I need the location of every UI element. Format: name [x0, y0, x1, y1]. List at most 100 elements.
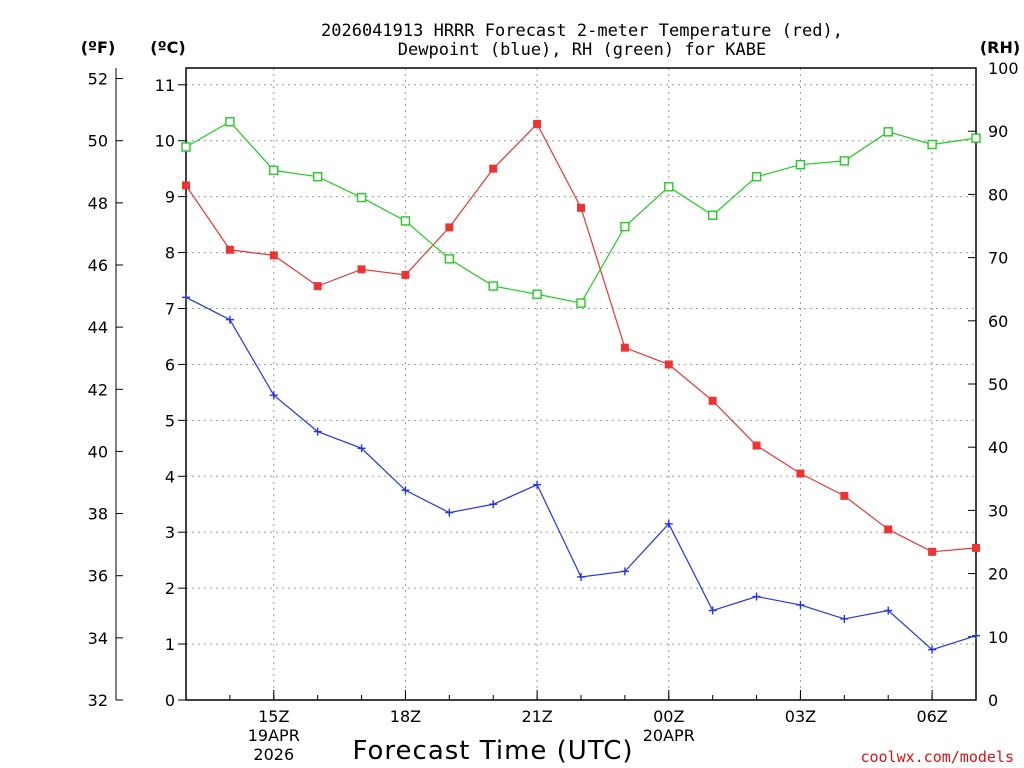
data-point	[972, 631, 980, 640]
grid-lines	[186, 68, 976, 700]
fahrenheit-tick-label: 36	[88, 567, 108, 586]
rh-tick-label: 80	[988, 185, 1008, 204]
x-tick-sublabel: 19APR	[248, 726, 300, 745]
data-point	[269, 391, 278, 400]
celsius-tick-label: 4	[165, 467, 175, 486]
fahrenheit-unit-label: (ºF)	[81, 38, 116, 57]
rh-tick-label: 90	[988, 122, 1008, 141]
data-point	[707, 210, 718, 220]
data-point	[225, 245, 234, 254]
celsius-tick-label: 10	[155, 132, 175, 151]
chart-title: 2026041913 HRRR Forecast 2-meter Tempera…	[321, 21, 843, 60]
series-2-meter-temperature	[182, 119, 980, 556]
x-tick-sublabel: 2026	[253, 745, 294, 764]
data-point	[620, 343, 629, 352]
x-tick-label: 15Z	[258, 707, 289, 726]
rh-tick-label: 50	[988, 375, 1008, 394]
x-axis-label: Forecast Time (UTC)	[352, 736, 633, 766]
chart-axes: 0123456789101132343638404244464850520102…	[88, 59, 1019, 764]
rh-tick-label: 10	[988, 628, 1008, 647]
x-tick-label: 21Z	[521, 707, 552, 726]
rh-unit-label: (RH)	[980, 38, 1020, 57]
data-point	[620, 567, 629, 576]
celsius-tick-label: 9	[165, 188, 175, 207]
data-point	[927, 139, 937, 150]
data-point	[972, 543, 980, 552]
data-point	[269, 251, 278, 260]
data-point	[401, 270, 410, 279]
data-point	[269, 165, 279, 176]
data-point	[708, 396, 717, 405]
x-tick-label: 18Z	[390, 707, 421, 726]
data-point	[577, 572, 585, 581]
celsius-tick-label: 5	[165, 411, 175, 430]
data-point	[225, 315, 234, 324]
x-tick-label: 00Z	[653, 707, 684, 726]
data-point	[664, 360, 673, 369]
data-point	[840, 614, 849, 623]
data-point	[883, 127, 893, 137]
data-point	[225, 117, 235, 127]
series-line	[185, 296, 977, 651]
fahrenheit-tick-label: 32	[88, 691, 108, 710]
series-dewpoint	[182, 293, 980, 654]
data-point	[928, 645, 937, 654]
data-point	[488, 281, 498, 291]
fahrenheit-tick-label: 34	[88, 629, 108, 648]
fahrenheit-tick-label: 42	[88, 380, 108, 399]
celsius-tick-label: 7	[165, 299, 175, 318]
fahrenheit-tick-label: 52	[88, 70, 108, 89]
data-point	[752, 441, 761, 450]
x-tick-label: 06Z	[916, 707, 947, 726]
celsius-tick-label: 6	[165, 355, 175, 374]
fahrenheit-tick-label: 44	[88, 318, 108, 337]
rh-tick-label: 20	[988, 565, 1008, 584]
data-point	[181, 142, 191, 152]
rh-tick-label: 30	[988, 501, 1008, 520]
data-point	[708, 606, 717, 615]
fahrenheit-tick-label: 38	[88, 505, 108, 524]
data-point	[400, 216, 411, 226]
data-point	[312, 172, 323, 182]
data-point	[357, 444, 366, 453]
data-point	[620, 221, 630, 232]
data-point	[445, 508, 454, 517]
rh-tick-label: 60	[988, 312, 1008, 331]
fahrenheit-tick-label: 40	[88, 442, 108, 461]
data-point	[971, 133, 981, 143]
fahrenheit-tick-label: 46	[88, 256, 108, 275]
data-point	[884, 606, 893, 615]
data-point	[796, 600, 805, 609]
data-point	[489, 500, 498, 509]
data-point	[795, 159, 806, 170]
chart-series	[181, 117, 981, 654]
data-point	[796, 469, 805, 478]
celsius-tick-label: 8	[165, 244, 175, 263]
data-point	[357, 265, 366, 274]
credit-link[interactable]: coolwx.com/models	[860, 748, 1014, 766]
series-line	[185, 122, 977, 553]
series-line	[185, 120, 977, 304]
data-point	[182, 181, 190, 190]
data-point	[664, 182, 674, 192]
data-point	[356, 192, 367, 203]
data-point	[489, 164, 498, 173]
data-point	[533, 119, 542, 128]
chart-title-line-2: Dewpoint (blue), RH (green) for KABE	[398, 40, 766, 60]
data-point	[444, 254, 455, 264]
series-rh	[181, 117, 981, 308]
x-tick-label: 03Z	[785, 707, 816, 726]
chart-title-line-1: 2026041913 HRRR Forecast 2-meter Tempera…	[321, 21, 843, 41]
data-point	[401, 486, 410, 495]
data-point	[884, 525, 893, 534]
rh-tick-label: 70	[988, 249, 1008, 268]
data-point	[664, 519, 673, 528]
data-point	[840, 491, 849, 500]
data-point	[313, 282, 322, 291]
data-point	[313, 427, 322, 436]
data-point	[839, 156, 850, 166]
x-tick-sublabel: 20APR	[643, 726, 695, 745]
rh-tick-label: 100	[988, 59, 1019, 78]
rh-tick-label: 40	[988, 438, 1008, 457]
